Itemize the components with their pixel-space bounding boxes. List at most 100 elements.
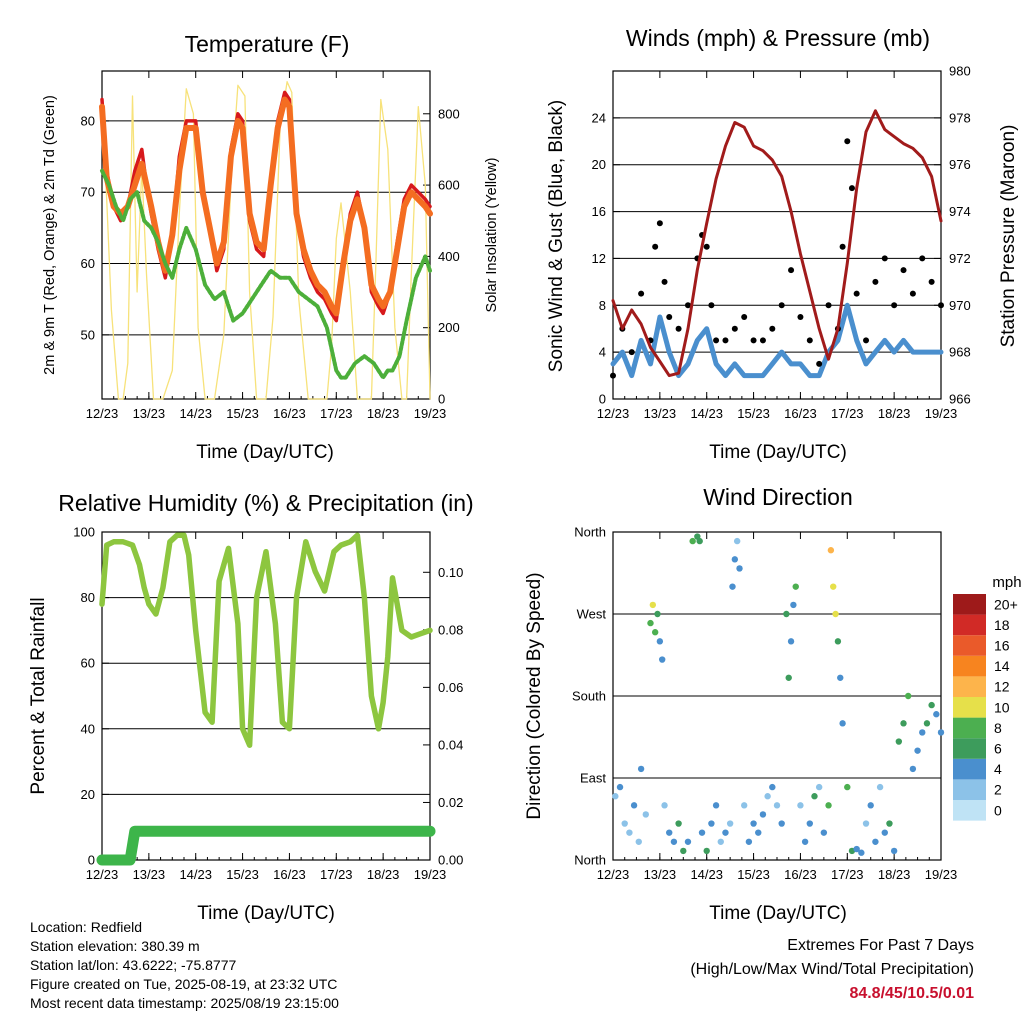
direction-point: [637, 765, 645, 773]
direction-point: [839, 720, 846, 727]
direction-point: [703, 847, 710, 855]
winds-ytick-right-label: 976: [949, 157, 971, 172]
direction-point: [933, 711, 940, 718]
gust-point: [844, 138, 851, 145]
humidity-xtick-label: 16/23: [273, 867, 306, 882]
colorbar-cell: [953, 697, 986, 718]
colorbar-cell: [953, 594, 986, 615]
direction-xlabel: Time (Day/UTC): [709, 903, 847, 924]
colorbar-cell: [953, 635, 986, 656]
direction-point: [666, 829, 673, 836]
direction-point: [635, 838, 642, 845]
direction-point: [741, 802, 748, 809]
direction-point: [914, 747, 921, 754]
winds-xtick-label: 16/23: [784, 406, 817, 421]
colorbar-cell: [953, 779, 986, 800]
winds-ytick-right-label: 970: [949, 298, 971, 313]
humidity-xlabel: Time (Day/UTC): [197, 903, 335, 924]
direction-point: [900, 720, 907, 727]
direction-ytick-label: North: [574, 525, 606, 540]
direction-point: [827, 547, 835, 554]
gust-point: [806, 337, 813, 344]
temperature-ytick-label: 70: [81, 185, 95, 200]
station-elevation: Station elevation: 380.39 m: [30, 938, 200, 954]
winds-xtick-label: 17/23: [831, 406, 864, 421]
gust-point: [769, 325, 776, 332]
humidity-xtick-label: 18/23: [367, 867, 400, 882]
recent-timestamp: Most recent data timestamp: 2025/08/19 2…: [30, 995, 339, 1011]
direction-ytick-label: West: [577, 607, 607, 622]
direction-point: [649, 601, 657, 609]
direction-point: [616, 783, 624, 791]
humidity-xtick-label: 12/23: [86, 867, 119, 882]
direction-axes: 12/23 13/23 14/23 15/23 16/23 17/23 18/23 19/23…: [572, 525, 957, 883]
direction-point: [806, 820, 813, 827]
colorbar-cell: [953, 738, 986, 759]
winds-ytick-right-label: 978: [949, 110, 971, 125]
gust-point: [938, 302, 944, 309]
humidity-series-rh: [99, 532, 433, 748]
direction-ytick-label: North: [574, 853, 606, 868]
gust-point: [628, 349, 635, 356]
colorbar-label: 2: [994, 782, 1002, 798]
direction-point: [750, 820, 757, 827]
direction-point: [797, 802, 804, 809]
gust-point: [788, 267, 795, 274]
temperature-ytick-right-label: 600: [438, 178, 460, 193]
gust-point: [797, 314, 804, 320]
direction-point: [834, 638, 842, 645]
temperature-xtick-label: 17/23: [320, 406, 353, 421]
temperature-ytick-right-label: 200: [438, 320, 460, 335]
direction-point: [722, 829, 729, 836]
direction-point: [769, 783, 776, 791]
temperature-ytick-right-label: 400: [438, 249, 460, 264]
temperature-ylabel: 2m & 9m T (Red, Orange) & 2m Td (Green): [42, 95, 58, 375]
gust-point: [881, 255, 888, 262]
temperature-series-temp_9m: [99, 96, 433, 317]
gust-point: [722, 337, 729, 344]
direction-point: [792, 583, 799, 590]
gust-point: [656, 220, 663, 227]
colorbar-label: 14: [994, 658, 1010, 674]
humidity-frame: [101, 531, 431, 861]
gust-point: [891, 302, 898, 309]
direction-point: [832, 610, 839, 618]
humidity-ytick-right-label: 0.02: [438, 795, 463, 810]
direction-point: [773, 802, 781, 809]
direction-point: [830, 583, 837, 590]
winds-series-pressure: [611, 109, 943, 378]
station-latlon: Station lat/lon: 43.6222; -75.8777: [30, 957, 237, 973]
direction-point: [630, 802, 638, 809]
extremes-subtitle: (High/Low/Max Wind/Total Precipitation): [690, 961, 974, 978]
gust-point: [652, 243, 659, 250]
humidity-ytick-label: 80: [81, 590, 95, 605]
winds-ytick-label: 0: [599, 392, 606, 407]
direction-xtick-label: 14/23: [690, 867, 723, 882]
direction-point: [647, 619, 654, 627]
direction-point: [820, 829, 828, 836]
winds-ytick-right-label: 974: [949, 204, 971, 219]
colorbar-title: mph: [992, 574, 1021, 591]
humidity-ytick-right-label: 0.06: [438, 680, 463, 695]
direction-point: [844, 783, 851, 791]
gust-point: [872, 278, 879, 285]
winds-xlabel: Time (Day/UTC): [709, 442, 847, 463]
gust-point: [741, 314, 748, 320]
station-info: Location: Redfield Station elevation: 38…: [30, 918, 339, 1013]
winds-ytick-label: 20: [592, 157, 606, 172]
direction-point: [736, 565, 743, 572]
temperature-xtick-label: 16/23: [273, 406, 306, 421]
humidity-ytick-label: 20: [81, 787, 95, 802]
direction-point: [661, 802, 668, 809]
winds-axes: 12/23 13/23 14/23 15/23 16/23 17/23 18/23 19/23…: [592, 64, 971, 422]
gust-point: [661, 278, 668, 285]
direction-point: [680, 847, 687, 855]
direction-point: [759, 811, 767, 818]
winds-ytick-label: 16: [592, 204, 606, 219]
temperature-ytick-label: 50: [81, 327, 95, 342]
temperature-series-dewpoint: [100, 168, 432, 380]
direction-point: [733, 537, 741, 545]
direction-point: [708, 820, 715, 827]
gust-point: [909, 290, 916, 297]
